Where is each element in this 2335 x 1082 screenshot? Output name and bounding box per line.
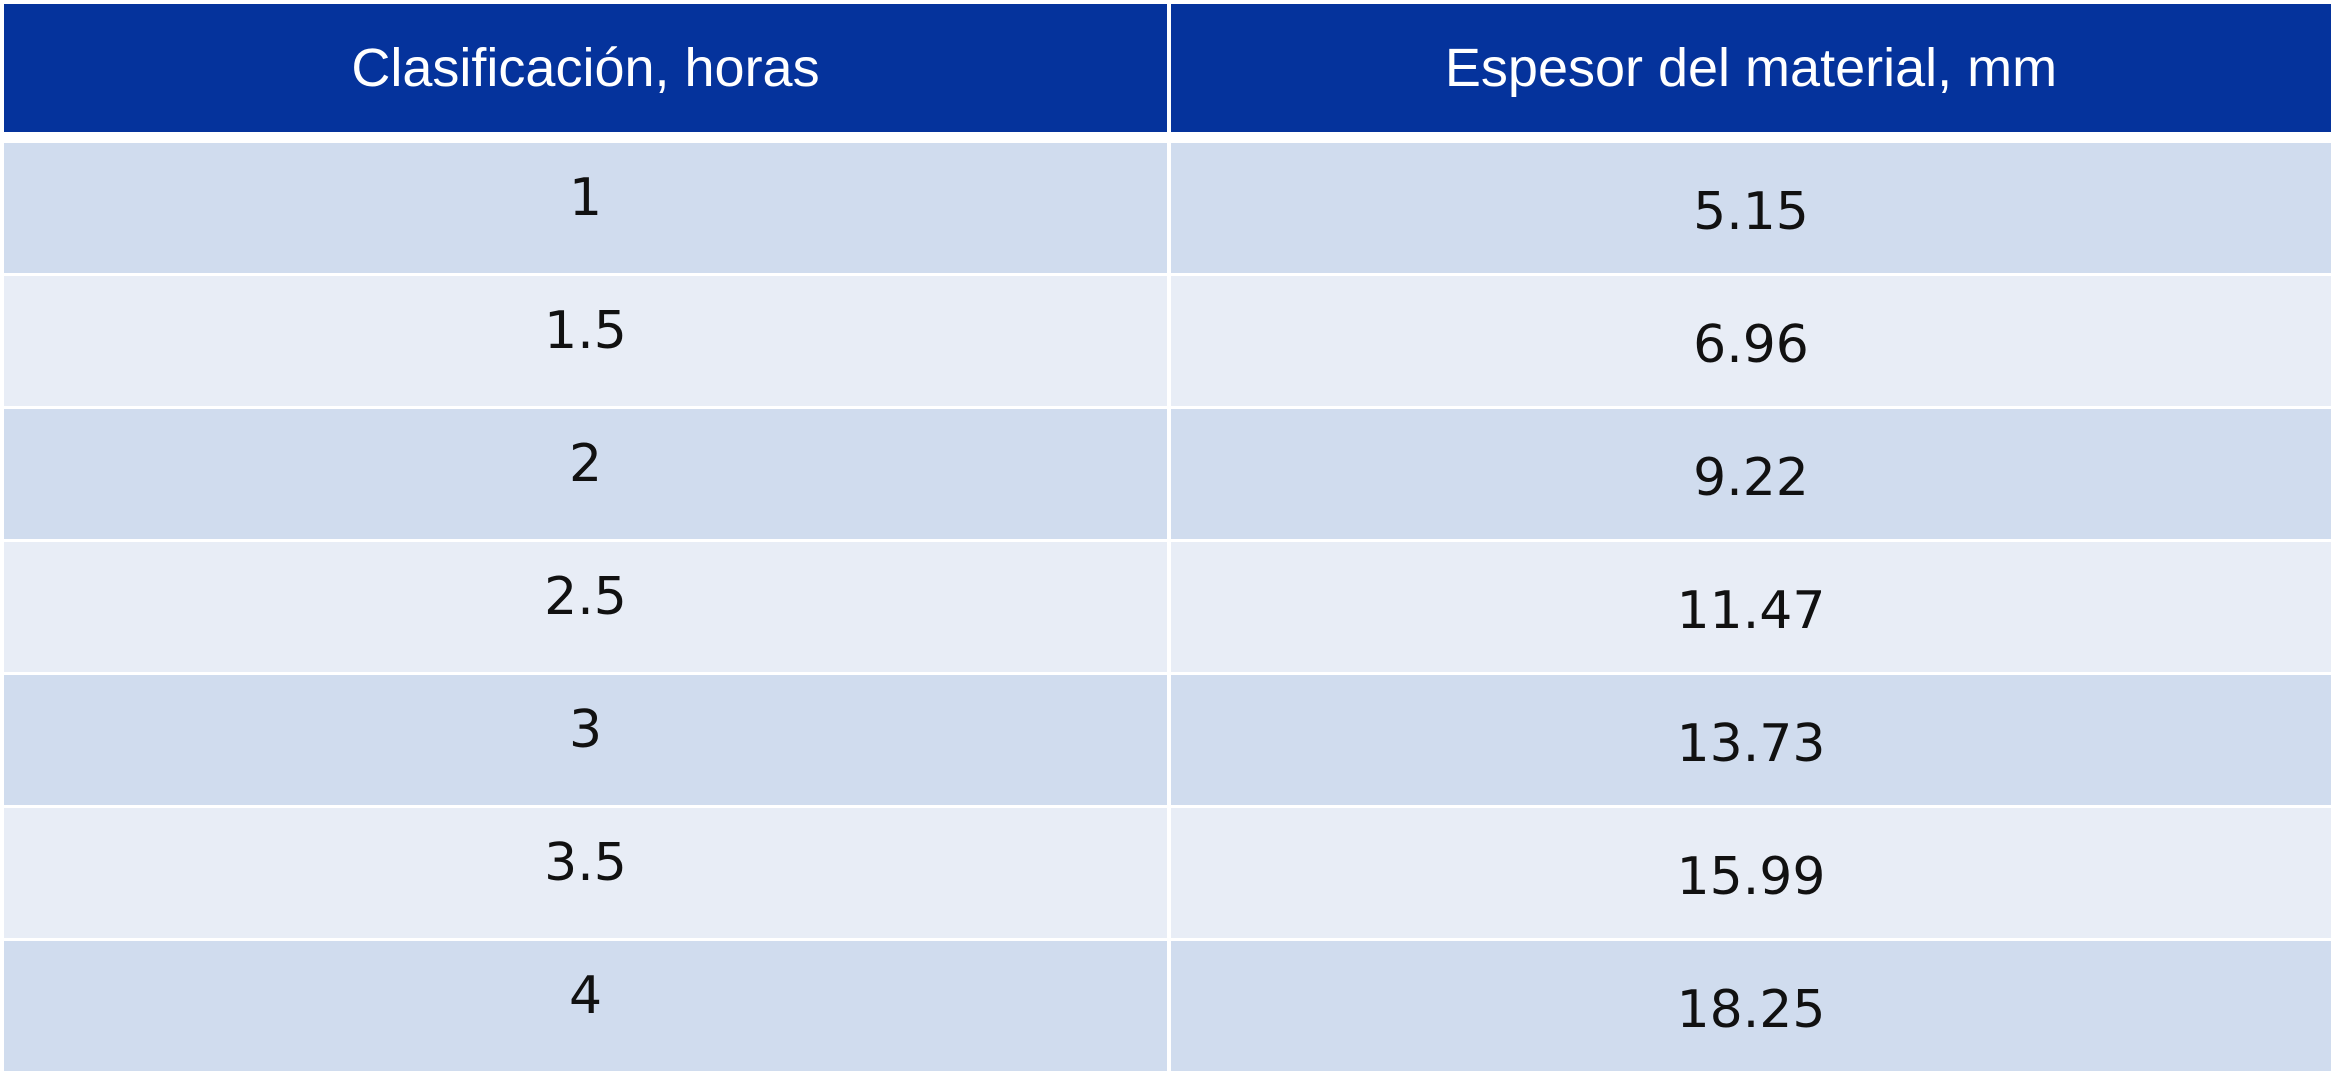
cell-text: 11.47 (1676, 581, 1826, 641)
cell-text: 2 (568, 434, 603, 494)
cell-text: 5.15 (1693, 182, 1809, 242)
table-cell: 1.5 (4, 276, 1167, 406)
cell-text: 9.22 (1693, 448, 1809, 508)
table-cell: 4 (4, 941, 1167, 1071)
table-cell: 11.47 (1171, 542, 2331, 672)
table-cell: 5.15 (1171, 143, 2331, 273)
table-cell: 13.73 (1171, 675, 2331, 805)
table-cell: 6.96 (1171, 276, 2331, 406)
cell-text: Clasificación, horas (351, 38, 820, 98)
header-cell: Espesor del material, mm (1171, 4, 2331, 132)
cell-text: 13.73 (1676, 714, 1826, 774)
table-cell: 18.25 (1171, 941, 2331, 1071)
cell-text: 4 (568, 966, 603, 1026)
table-cell: 15.99 (1171, 808, 2331, 938)
cell-text: 15.99 (1676, 847, 1826, 907)
cell-text: 3 (568, 700, 603, 760)
table: Clasificación, horas Espesor del material… (4, 4, 2331, 1071)
table-cell: 3.5 (4, 808, 1167, 938)
table-cell: 3 (4, 675, 1167, 805)
table-cell: 9.22 (1171, 409, 2331, 539)
cell-text: 6.96 (1693, 315, 1809, 375)
table-cell: 2.5 (4, 542, 1167, 672)
table-cell: 2 (4, 409, 1167, 539)
cell-text: 1 (568, 168, 603, 228)
header-cell: Clasificación, horas (4, 4, 1167, 132)
cell-text: 3.5 (544, 833, 627, 893)
table-cell: 1 (4, 143, 1167, 273)
cell-text: Espesor del material, mm (1444, 38, 2058, 98)
cell-text: 18.25 (1676, 980, 1826, 1040)
cell-text: 1.5 (544, 301, 627, 361)
cell-text: 2.5 (544, 567, 627, 627)
